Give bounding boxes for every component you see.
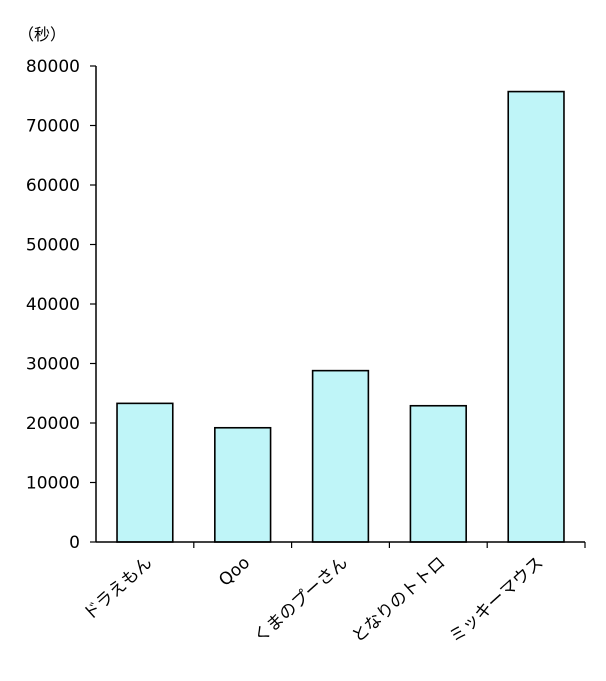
x-category-label: ドラえもん	[80, 553, 157, 625]
y-tick-label: 70000	[26, 117, 80, 137]
bar	[214, 426, 272, 543]
y-tick-label: 10000	[26, 474, 80, 494]
y-tick-label: 0	[69, 533, 80, 553]
x-category-label: ミッキーマウス	[446, 553, 548, 647]
x-category-label: くまのプーさん	[250, 553, 352, 647]
bar	[311, 369, 370, 543]
y-tick-label: 20000	[26, 414, 80, 434]
y-unit-label: （秒）	[18, 25, 66, 44]
y-tick-label: 60000	[26, 176, 80, 196]
bar	[507, 90, 565, 543]
bar	[409, 404, 467, 543]
y-tick-label: 30000	[26, 355, 80, 375]
x-category-label: Qoo	[215, 553, 254, 591]
y-tick-label: 50000	[26, 236, 80, 256]
x-category-label: となりのトトロ	[348, 553, 449, 647]
bar	[116, 402, 174, 543]
y-tick-label: 40000	[26, 295, 80, 315]
y-axis: 0 10000 20000 30000 40000 50000 60000 70000 8000…	[26, 57, 97, 553]
y-tick-label: 80000	[26, 57, 80, 77]
bars	[116, 90, 565, 543]
